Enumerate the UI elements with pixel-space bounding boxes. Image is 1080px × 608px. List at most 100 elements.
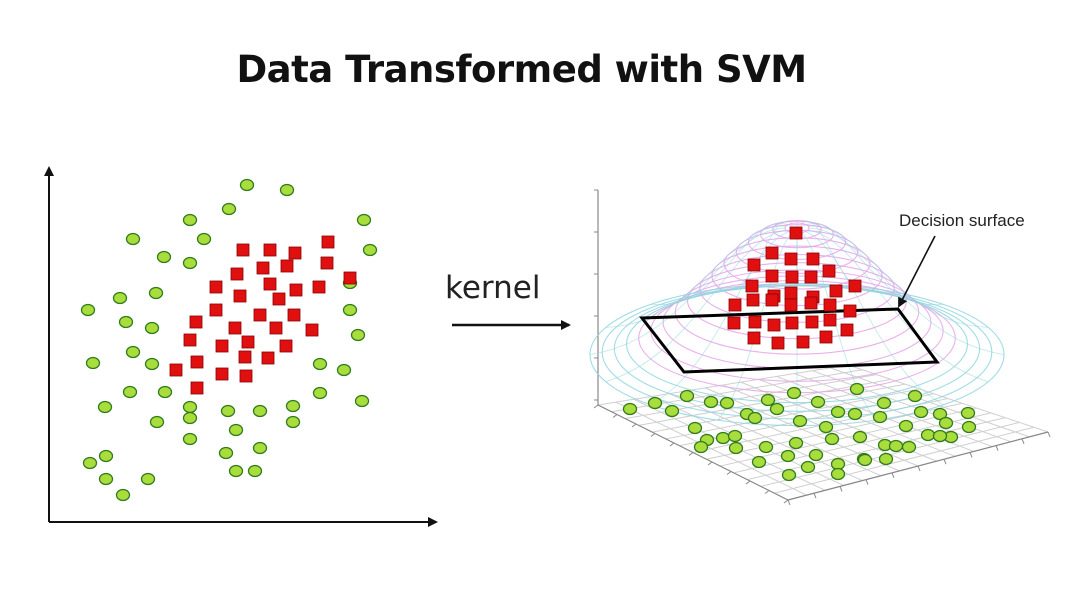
feature-points-inner bbox=[727, 226, 862, 350]
class-a-point bbox=[715, 431, 731, 445]
class-b-point bbox=[190, 381, 204, 395]
class-a-point bbox=[82, 456, 98, 470]
class-b-point bbox=[269, 321, 283, 335]
class-a-point bbox=[876, 396, 892, 410]
class-a-point bbox=[362, 243, 378, 257]
class-b-point bbox=[765, 293, 779, 307]
input-points bbox=[80, 178, 378, 502]
class-a-point bbox=[182, 213, 198, 227]
class-b-point bbox=[263, 277, 277, 291]
class-a-point bbox=[279, 183, 295, 197]
class-a-point bbox=[932, 407, 948, 421]
class-a-point bbox=[960, 406, 976, 420]
class-b-point bbox=[804, 270, 818, 284]
class-a-point bbox=[125, 232, 141, 246]
class-a-point bbox=[818, 420, 834, 434]
class-b-point bbox=[233, 289, 247, 303]
class-a-point bbox=[788, 436, 804, 450]
class-a-point bbox=[719, 396, 735, 410]
class-b-point bbox=[280, 259, 294, 273]
class-a-point bbox=[786, 386, 802, 400]
class-b-point bbox=[320, 256, 334, 270]
class-b-point bbox=[765, 269, 779, 283]
class-a-point bbox=[140, 472, 156, 486]
class-b-point bbox=[305, 323, 319, 337]
class-b-point bbox=[215, 339, 229, 353]
class-a-point bbox=[727, 429, 743, 443]
class-a-point bbox=[808, 448, 824, 462]
class-b-point bbox=[228, 321, 242, 335]
class-a-point bbox=[769, 402, 785, 416]
class-b-point bbox=[804, 296, 818, 310]
class-a-point bbox=[938, 416, 954, 430]
class-b-point bbox=[189, 315, 203, 329]
floor-grid bbox=[593, 189, 1051, 506]
class-a-point bbox=[913, 405, 929, 419]
class-b-point bbox=[289, 283, 303, 297]
class-a-point bbox=[85, 356, 101, 370]
class-b-point bbox=[806, 252, 820, 266]
class-a-point bbox=[703, 395, 719, 409]
class-a-point bbox=[252, 441, 268, 455]
class-b-point bbox=[823, 313, 837, 327]
class-a-point bbox=[872, 410, 888, 424]
class-a-point bbox=[182, 432, 198, 446]
class-b-point bbox=[279, 339, 293, 353]
class-b-point bbox=[728, 298, 742, 312]
class-b-point bbox=[765, 246, 779, 260]
class-a-point bbox=[98, 449, 114, 463]
class-a-point bbox=[252, 404, 268, 418]
class-a-point bbox=[679, 389, 695, 403]
class-a-point bbox=[115, 488, 131, 502]
decision-plane bbox=[639, 307, 940, 374]
class-b-point bbox=[829, 284, 843, 298]
class-b-point bbox=[169, 363, 183, 377]
class-a-point bbox=[356, 213, 372, 227]
kernel-transform: kernel bbox=[445, 270, 571, 330]
class-a-point bbox=[847, 407, 863, 421]
class-a-point bbox=[751, 455, 767, 469]
class-b-point bbox=[747, 258, 761, 272]
feature-space-panel: Decision surface bbox=[589, 189, 1051, 506]
class-a-point bbox=[932, 429, 948, 443]
class-a-point bbox=[228, 423, 244, 437]
class-a-point bbox=[901, 440, 917, 454]
class-a-point bbox=[285, 415, 301, 429]
decision-surface-label: Decision surface bbox=[899, 211, 1025, 230]
class-a-point bbox=[898, 419, 914, 433]
class-b-point bbox=[771, 336, 785, 350]
class-a-point bbox=[218, 446, 234, 460]
class-a-point bbox=[849, 382, 865, 396]
class-a-point bbox=[182, 411, 198, 425]
class-a-point bbox=[220, 404, 236, 418]
class-a-point bbox=[758, 440, 774, 454]
class-b-point bbox=[321, 235, 335, 249]
class-a-point bbox=[149, 415, 165, 429]
class-a-point bbox=[285, 399, 301, 413]
class-a-point bbox=[148, 286, 164, 300]
class-a-point bbox=[239, 178, 255, 192]
class-a-point bbox=[824, 432, 840, 446]
class-b-point bbox=[209, 280, 223, 294]
class-b-point bbox=[796, 335, 810, 349]
class-b-point bbox=[263, 243, 277, 257]
class-b-point bbox=[239, 369, 253, 383]
class-a-point bbox=[907, 389, 923, 403]
class-a-point bbox=[312, 357, 328, 371]
class-b-point bbox=[236, 243, 250, 257]
class-a-point bbox=[247, 464, 263, 478]
class-b-point bbox=[784, 252, 798, 266]
class-a-point bbox=[693, 440, 709, 454]
class-a-point bbox=[182, 256, 198, 270]
class-a-point bbox=[144, 321, 160, 335]
class-b-point bbox=[785, 316, 799, 330]
class-a-point bbox=[342, 303, 358, 317]
class-a-point bbox=[792, 414, 808, 428]
class-b-point bbox=[230, 267, 244, 281]
class-b-point bbox=[767, 318, 781, 332]
class-a-point bbox=[830, 405, 846, 419]
class-b-point bbox=[805, 315, 819, 329]
class-b-point bbox=[253, 308, 267, 322]
class-b-point bbox=[287, 308, 301, 322]
class-a-point bbox=[780, 449, 796, 463]
